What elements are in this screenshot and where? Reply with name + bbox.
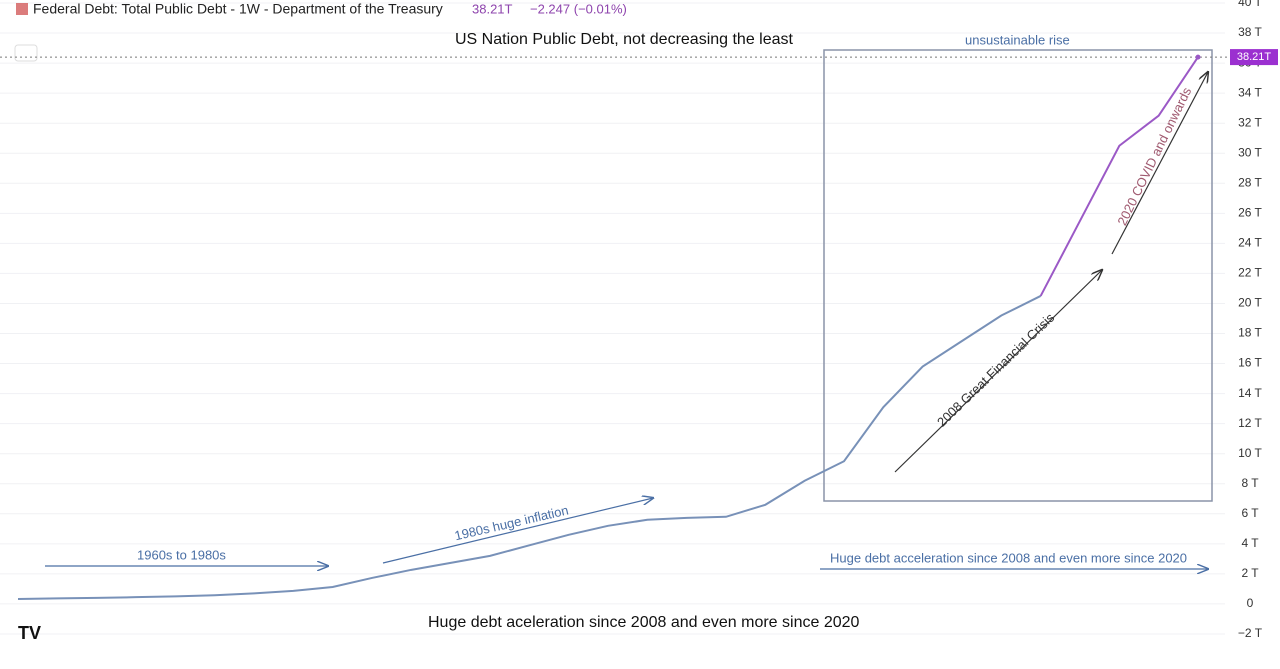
- y-tick-label: 18 T: [1238, 326, 1262, 340]
- logo: TV: [18, 623, 41, 643]
- last-price: 38.21T: [472, 1, 513, 16]
- y-tick-label: 40 T: [1238, 0, 1262, 9]
- collapse-button[interactable]: [14, 44, 38, 62]
- annotation: 2020 COVID and onwards: [1114, 84, 1194, 227]
- y-tick-label: 38 T: [1238, 25, 1262, 39]
- y-tick-label: 0: [1247, 596, 1254, 610]
- y-tick-label: 30 T: [1238, 145, 1262, 159]
- y-tick-label: 16 T: [1238, 356, 1262, 370]
- grid: [0, 2, 1225, 635]
- y-tick-label: 22 T: [1238, 266, 1262, 280]
- annotation: 1960s to 1980s: [137, 547, 226, 562]
- y-tick-label: 28 T: [1238, 175, 1262, 189]
- data-line: [1039, 56, 1199, 297]
- y-tick-label: 20 T: [1238, 296, 1262, 310]
- y-tick-label: 6 T: [1241, 506, 1259, 520]
- y-tick-label: 32 T: [1238, 115, 1262, 129]
- data-line: [17, 295, 1042, 600]
- y-tick-label: 14 T: [1238, 386, 1262, 400]
- arrow: [382, 498, 653, 564]
- y-tick-label: 2 T: [1241, 566, 1259, 580]
- annotation: 2008 Great Financial Crisis: [934, 310, 1058, 430]
- arrow: [894, 270, 1102, 473]
- highlight-box: [823, 49, 1213, 502]
- flag-icon: [16, 3, 28, 15]
- annotation: Huge debt acceleration since 2008 and ev…: [830, 550, 1187, 565]
- y-tick-label: 34 T: [1238, 85, 1262, 99]
- arrow: [1111, 72, 1208, 255]
- subtitle: US Nation Public Debt, not decreasing th…: [455, 31, 794, 48]
- annotation: 1980s huge inflation: [453, 502, 570, 543]
- y-tick-label: 4 T: [1241, 536, 1259, 550]
- price-tag: [1230, 49, 1278, 66]
- change: −2.247 (−0.01%): [530, 1, 627, 16]
- last-point: [1195, 54, 1201, 60]
- chart-title: Federal Debt: Total Public Debt - 1W - D…: [33, 1, 443, 17]
- y-tick-label: 8 T: [1241, 476, 1259, 490]
- caption: Huge debt aceleration since 2008 and eve…: [428, 614, 860, 631]
- y-tick-label: 26 T: [1238, 206, 1262, 220]
- annotation: unsustainable rise: [965, 32, 1070, 47]
- lines: [17, 56, 1199, 600]
- y-tick-label: 12 T: [1238, 416, 1262, 430]
- y-tick-label: 10 T: [1238, 446, 1262, 460]
- y-tick-label: 24 T: [1238, 236, 1262, 250]
- y-tick-label: −2 T: [1238, 626, 1263, 640]
- price-tag-label: 38.21T: [1237, 51, 1272, 63]
